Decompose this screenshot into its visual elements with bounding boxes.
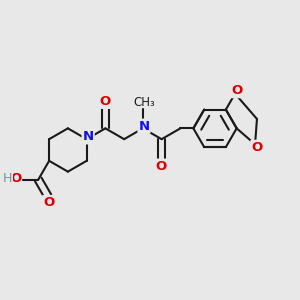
Text: N: N — [138, 120, 150, 133]
Text: CH₃: CH₃ — [133, 96, 155, 109]
Text: N: N — [82, 130, 94, 143]
Text: O: O — [156, 160, 167, 172]
Text: O: O — [43, 196, 54, 209]
Text: O: O — [251, 141, 262, 154]
Text: O: O — [231, 84, 242, 97]
Text: O: O — [10, 172, 21, 185]
Text: H: H — [3, 172, 12, 185]
Text: O: O — [100, 95, 111, 108]
